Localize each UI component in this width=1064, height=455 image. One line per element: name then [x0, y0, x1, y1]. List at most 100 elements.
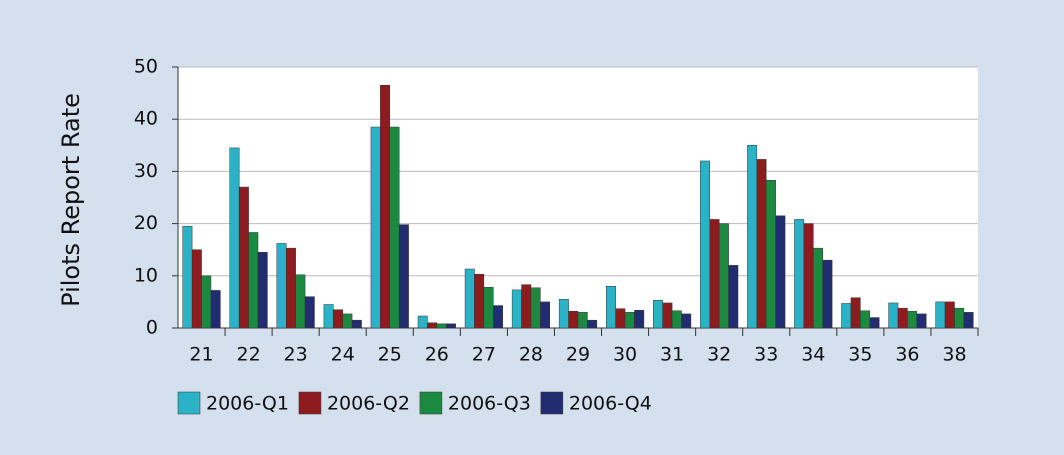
bar	[850, 297, 861, 329]
x-tick-label: 23	[284, 344, 308, 366]
legend-swatch	[419, 391, 443, 415]
bar	[935, 301, 946, 329]
bar	[794, 219, 805, 329]
bar	[813, 247, 823, 329]
x-tick-label: 25	[378, 344, 402, 366]
bar	[257, 252, 268, 329]
bar	[483, 287, 494, 329]
bar	[333, 309, 343, 329]
bar	[624, 312, 635, 329]
x-tick-label: 21	[189, 344, 213, 366]
bar	[389, 126, 400, 329]
bar	[464, 268, 475, 329]
y-tick-label: 30	[134, 160, 158, 182]
bar	[634, 310, 645, 329]
x-tick-label: 30	[613, 344, 637, 366]
bar	[436, 323, 447, 329]
bar	[304, 296, 315, 329]
bar	[427, 322, 438, 329]
bar	[897, 307, 908, 329]
bar	[963, 312, 974, 329]
bar	[728, 265, 739, 329]
plot-area	[178, 67, 978, 328]
x-tick-label: 26	[425, 344, 449, 366]
y-tick-label: 50	[134, 56, 158, 78]
bar	[747, 145, 758, 329]
x-tick-label: 36	[895, 344, 919, 366]
bar	[370, 126, 381, 329]
legend-label: 2006-Q3	[448, 393, 531, 415]
bar	[530, 287, 541, 329]
y-tick-label: 0	[146, 317, 158, 339]
bar	[351, 319, 362, 329]
x-tick-label: 22	[236, 344, 260, 366]
bar	[238, 186, 249, 329]
bar	[587, 319, 598, 329]
bar	[605, 285, 616, 329]
x-tick-label: 34	[801, 344, 825, 366]
bar	[191, 249, 202, 329]
bar	[869, 317, 880, 329]
bar	[765, 180, 776, 329]
bar	[540, 301, 551, 329]
bar	[822, 259, 833, 329]
bar	[276, 243, 287, 329]
legend-swatch	[540, 391, 564, 415]
bar	[662, 302, 673, 329]
bar	[323, 304, 334, 329]
bar	[775, 215, 786, 329]
bar	[417, 315, 428, 329]
bar	[907, 311, 918, 329]
bar	[577, 312, 588, 329]
bar	[493, 305, 503, 329]
bar	[210, 290, 221, 329]
x-tick-label: 31	[660, 344, 684, 366]
bar	[671, 310, 682, 329]
bar	[841, 303, 852, 329]
bar	[398, 224, 409, 329]
bar	[653, 300, 663, 329]
x-tick-label: 33	[754, 344, 778, 366]
bar	[860, 310, 871, 329]
x-tick-label: 27	[472, 344, 496, 366]
bar	[954, 307, 965, 329]
bar	[445, 323, 456, 329]
bar	[803, 223, 814, 329]
bar	[229, 147, 240, 329]
bar	[201, 275, 212, 329]
bar	[342, 313, 353, 329]
x-tick-label: 29	[566, 344, 590, 366]
legend-label: 2006-Q2	[327, 393, 410, 415]
bar	[756, 159, 767, 329]
legend-swatch	[177, 391, 201, 415]
legend-swatch	[298, 391, 322, 415]
bar	[380, 85, 391, 329]
bar	[521, 284, 532, 329]
bar	[558, 299, 569, 329]
x-tick-label: 32	[707, 344, 731, 366]
x-tick-label: 28	[519, 344, 543, 366]
bar	[568, 311, 579, 329]
bar	[248, 232, 259, 329]
bar	[700, 160, 711, 329]
y-axis-label: Pilots Report Rate	[57, 93, 85, 307]
bar	[295, 274, 306, 329]
bar	[474, 273, 485, 329]
legend-label: 2006-Q4	[569, 393, 652, 415]
bar	[888, 302, 899, 329]
bar	[511, 289, 522, 329]
bar	[944, 301, 955, 329]
x-tick-label: 24	[331, 344, 355, 366]
bar	[285, 247, 296, 329]
bar	[182, 225, 193, 329]
x-tick-label: 38	[942, 344, 966, 366]
y-tick-label: 10	[134, 264, 158, 286]
bar	[615, 308, 626, 329]
y-tick-label: 20	[134, 212, 158, 234]
legend-label: 2006-Q1	[206, 393, 289, 415]
bar	[718, 223, 729, 329]
bar	[681, 313, 692, 329]
y-tick-label: 40	[134, 108, 158, 130]
